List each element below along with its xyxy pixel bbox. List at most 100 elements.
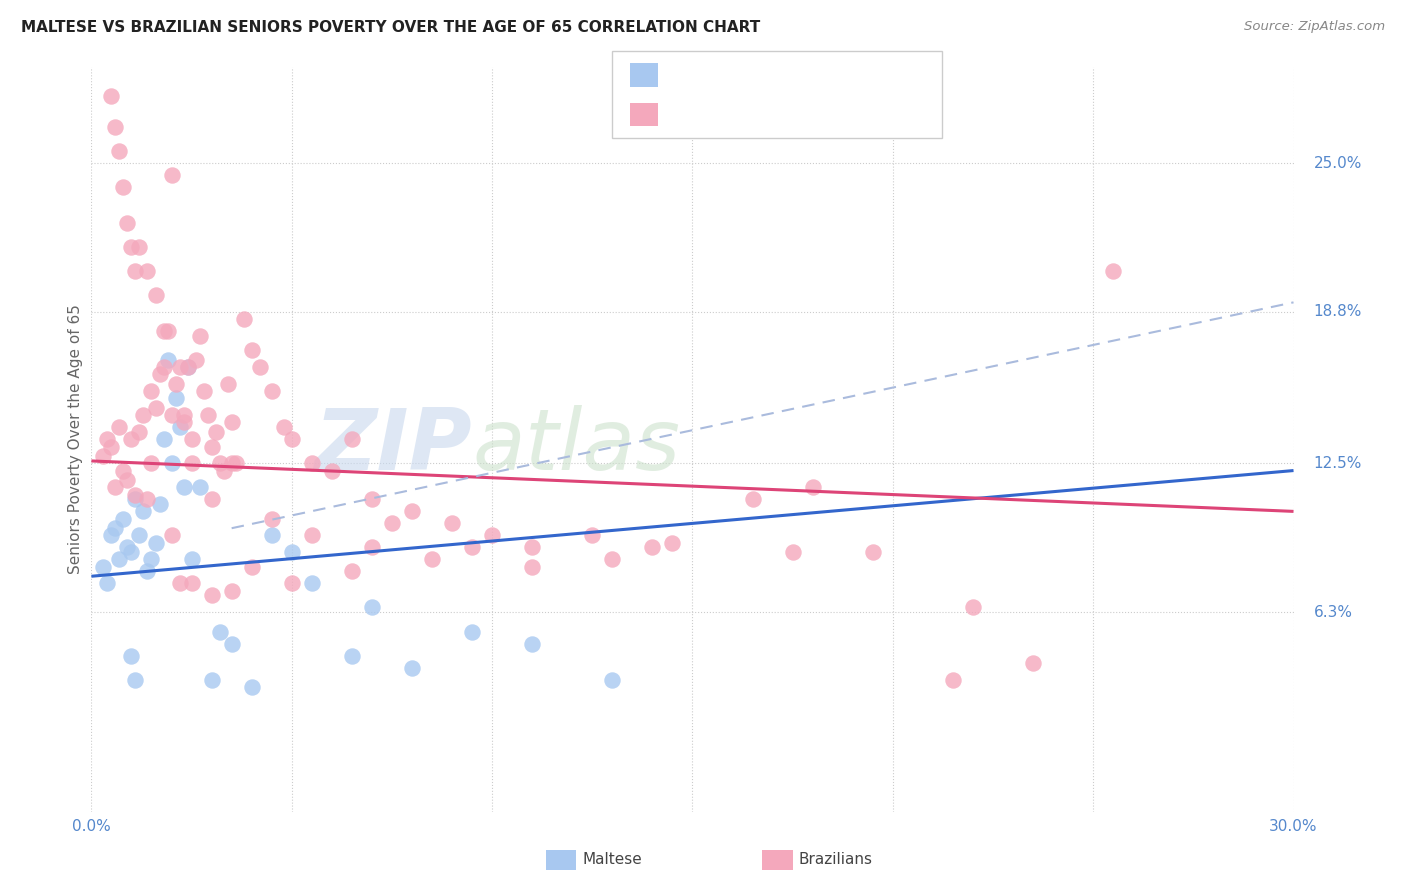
- Point: [208, 456, 231, 470]
- Text: R =   0.151   N = 39: R = 0.151 N = 39: [668, 68, 842, 82]
- Point: [520, 541, 543, 555]
- Point: [132, 504, 155, 518]
- Point: [93, 559, 115, 574]
- Point: [204, 425, 226, 439]
- Point: [156, 324, 179, 338]
- Point: [401, 504, 423, 518]
- Text: 18.8%: 18.8%: [1313, 304, 1362, 319]
- Point: [962, 600, 984, 615]
- Text: R = -0.079   N = 92: R = -0.079 N = 92: [668, 107, 834, 121]
- Point: [240, 343, 263, 358]
- Point: [741, 492, 763, 507]
- Point: [401, 660, 423, 674]
- Point: [360, 541, 382, 555]
- Point: [112, 511, 135, 525]
- Point: [661, 535, 683, 549]
- Point: [321, 464, 343, 478]
- Text: Brazilians: Brazilians: [799, 853, 873, 867]
- Point: [301, 576, 323, 591]
- Point: [145, 535, 167, 549]
- Point: [197, 409, 219, 423]
- Point: [128, 528, 150, 542]
- Point: [136, 492, 159, 507]
- Point: [180, 552, 202, 566]
- Point: [169, 576, 191, 591]
- Point: [201, 589, 224, 603]
- Point: [169, 360, 191, 375]
- Text: 6.3%: 6.3%: [1313, 605, 1353, 620]
- Point: [273, 420, 295, 434]
- Point: [141, 552, 163, 566]
- Point: [104, 120, 127, 134]
- Point: [360, 600, 382, 615]
- Point: [225, 456, 247, 470]
- Text: Source: ZipAtlas.com: Source: ZipAtlas.com: [1244, 20, 1385, 33]
- Point: [520, 559, 543, 574]
- Point: [360, 492, 382, 507]
- Point: [942, 673, 965, 687]
- Point: [602, 673, 624, 687]
- Point: [201, 440, 224, 454]
- Point: [108, 552, 131, 566]
- Point: [301, 456, 323, 470]
- Point: [184, 353, 207, 368]
- Point: [160, 409, 183, 423]
- Point: [221, 583, 243, 598]
- Y-axis label: Seniors Poverty Over the Age of 65: Seniors Poverty Over the Age of 65: [67, 304, 83, 574]
- Point: [188, 329, 211, 343]
- Point: [1102, 264, 1125, 278]
- Text: 12.5%: 12.5%: [1313, 456, 1362, 471]
- Point: [121, 545, 143, 559]
- Point: [136, 264, 159, 278]
- Point: [124, 487, 146, 501]
- Point: [100, 440, 122, 454]
- Point: [260, 384, 283, 399]
- Point: [124, 264, 146, 278]
- Point: [96, 433, 118, 447]
- Point: [201, 492, 224, 507]
- Point: [173, 409, 195, 423]
- Text: ZIP: ZIP: [315, 405, 472, 488]
- Point: [121, 240, 143, 254]
- Point: [602, 552, 624, 566]
- Point: [136, 565, 159, 579]
- Point: [217, 377, 239, 392]
- Point: [141, 384, 163, 399]
- Point: [112, 180, 135, 194]
- Point: [180, 456, 202, 470]
- Point: [121, 433, 143, 447]
- Point: [281, 545, 304, 559]
- Point: [240, 559, 263, 574]
- Point: [232, 312, 254, 326]
- Point: [520, 636, 543, 650]
- Point: [160, 456, 183, 470]
- Point: [249, 360, 271, 375]
- Point: [212, 464, 235, 478]
- Point: [176, 360, 198, 375]
- Point: [240, 680, 263, 694]
- Point: [782, 545, 804, 559]
- Text: atlas: atlas: [472, 405, 681, 488]
- Point: [96, 576, 118, 591]
- Point: [221, 416, 243, 430]
- Point: [301, 528, 323, 542]
- Point: [1022, 656, 1045, 670]
- Point: [340, 433, 363, 447]
- Text: 30.0%: 30.0%: [1270, 819, 1317, 834]
- Point: [100, 528, 122, 542]
- Point: [260, 528, 283, 542]
- Text: 0.0%: 0.0%: [72, 819, 111, 834]
- Point: [108, 420, 131, 434]
- Point: [165, 392, 187, 406]
- Point: [201, 673, 224, 687]
- Point: [145, 288, 167, 302]
- Point: [141, 456, 163, 470]
- Point: [145, 401, 167, 415]
- Point: [281, 576, 304, 591]
- Point: [112, 464, 135, 478]
- Point: [481, 528, 503, 542]
- Point: [461, 541, 484, 555]
- Point: [128, 425, 150, 439]
- Point: [160, 168, 183, 182]
- Point: [260, 511, 283, 525]
